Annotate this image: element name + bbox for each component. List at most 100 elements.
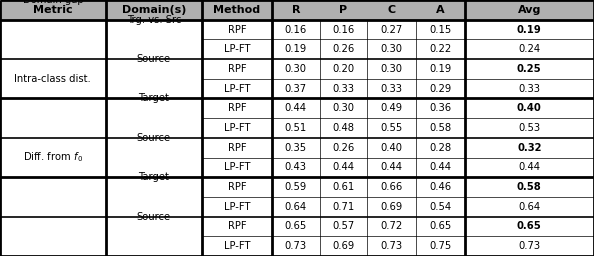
Text: 0.33: 0.33 bbox=[332, 84, 355, 94]
Text: C: C bbox=[387, 5, 396, 15]
Text: RPF: RPF bbox=[228, 221, 247, 231]
Text: 0.69: 0.69 bbox=[332, 241, 355, 251]
Bar bbox=[0, 39, 594, 59]
Text: 0.69: 0.69 bbox=[380, 202, 403, 212]
Bar bbox=[0, 157, 594, 177]
Bar bbox=[0, 177, 594, 197]
Text: 0.44: 0.44 bbox=[285, 103, 307, 113]
Text: 0.44: 0.44 bbox=[380, 162, 403, 172]
Text: 0.35: 0.35 bbox=[285, 143, 307, 153]
Text: 0.65: 0.65 bbox=[517, 221, 542, 231]
Text: 0.26: 0.26 bbox=[332, 143, 355, 153]
Text: 0.73: 0.73 bbox=[518, 241, 541, 251]
Text: 0.36: 0.36 bbox=[429, 103, 451, 113]
Text: RPF: RPF bbox=[228, 143, 247, 153]
Text: Diff. from $f_0$: Diff. from $f_0$ bbox=[23, 151, 83, 164]
Text: 0.33: 0.33 bbox=[518, 84, 541, 94]
Bar bbox=[0, 217, 594, 236]
Bar bbox=[0, 197, 594, 217]
Text: Metric: Metric bbox=[33, 5, 72, 15]
Text: 0.75: 0.75 bbox=[429, 241, 451, 251]
Text: 0.71: 0.71 bbox=[332, 202, 355, 212]
Text: 0.28: 0.28 bbox=[429, 143, 451, 153]
Text: 0.53: 0.53 bbox=[518, 123, 541, 133]
Text: 0.59: 0.59 bbox=[285, 182, 307, 192]
Bar bbox=[0, 236, 594, 256]
Text: LP-FT: LP-FT bbox=[224, 44, 250, 54]
Text: Target: Target bbox=[138, 172, 169, 182]
Text: LP-FT: LP-FT bbox=[224, 84, 250, 94]
Bar bbox=[0, 20, 594, 39]
Text: 0.48: 0.48 bbox=[332, 123, 355, 133]
Text: 0.29: 0.29 bbox=[429, 84, 451, 94]
Text: 0.16: 0.16 bbox=[332, 25, 355, 35]
Text: Source: Source bbox=[137, 212, 171, 222]
Text: LP-FT: LP-FT bbox=[224, 241, 250, 251]
Text: LP-FT: LP-FT bbox=[224, 202, 250, 212]
Text: 0.24: 0.24 bbox=[518, 44, 541, 54]
Bar bbox=[0, 0, 594, 20]
Text: 0.46: 0.46 bbox=[429, 182, 451, 192]
Text: 0.57: 0.57 bbox=[332, 221, 355, 231]
Text: RPF: RPF bbox=[228, 25, 247, 35]
Text: 0.16: 0.16 bbox=[285, 25, 307, 35]
Text: 0.30: 0.30 bbox=[380, 44, 403, 54]
Bar bbox=[0, 79, 594, 99]
Bar bbox=[0, 59, 594, 79]
Text: 0.19: 0.19 bbox=[285, 44, 307, 54]
Text: RPF: RPF bbox=[228, 103, 247, 113]
Text: LP-FT: LP-FT bbox=[224, 162, 250, 172]
Text: 0.19: 0.19 bbox=[517, 25, 542, 35]
Text: R: R bbox=[292, 5, 300, 15]
Text: 0.40: 0.40 bbox=[380, 143, 403, 153]
Text: Intra-class dist.: Intra-class dist. bbox=[14, 74, 91, 84]
Text: 0.54: 0.54 bbox=[429, 202, 451, 212]
Text: 0.40: 0.40 bbox=[517, 103, 542, 113]
Text: 0.73: 0.73 bbox=[285, 241, 307, 251]
Text: 0.49: 0.49 bbox=[380, 103, 403, 113]
Text: RPF: RPF bbox=[228, 182, 247, 192]
Text: Source: Source bbox=[137, 54, 171, 64]
Text: 0.19: 0.19 bbox=[429, 64, 451, 74]
Text: 0.55: 0.55 bbox=[380, 123, 403, 133]
Text: 0.64: 0.64 bbox=[518, 202, 541, 212]
Text: 0.15: 0.15 bbox=[429, 25, 451, 35]
Text: 0.65: 0.65 bbox=[429, 221, 451, 231]
Text: 0.20: 0.20 bbox=[332, 64, 355, 74]
Bar bbox=[0, 118, 594, 138]
Text: 0.58: 0.58 bbox=[517, 182, 542, 192]
Text: 0.65: 0.65 bbox=[285, 221, 307, 231]
Text: Method: Method bbox=[213, 5, 261, 15]
Text: 0.58: 0.58 bbox=[429, 123, 451, 133]
Text: Source: Source bbox=[137, 133, 171, 143]
Text: 0.30: 0.30 bbox=[332, 103, 355, 113]
Text: 0.37: 0.37 bbox=[285, 84, 307, 94]
Text: P: P bbox=[339, 5, 347, 15]
Text: 0.73: 0.73 bbox=[380, 241, 403, 251]
Text: 0.43: 0.43 bbox=[285, 162, 307, 172]
Text: 0.44: 0.44 bbox=[332, 162, 355, 172]
Text: 0.51: 0.51 bbox=[285, 123, 307, 133]
Text: 0.30: 0.30 bbox=[380, 64, 403, 74]
Text: RPF: RPF bbox=[228, 64, 247, 74]
Text: 0.44: 0.44 bbox=[518, 162, 541, 172]
Text: A: A bbox=[436, 5, 444, 15]
Text: Target: Target bbox=[138, 93, 169, 103]
Text: Avg: Avg bbox=[517, 5, 541, 15]
Text: 0.44: 0.44 bbox=[429, 162, 451, 172]
Text: 0.72: 0.72 bbox=[380, 221, 403, 231]
Bar bbox=[0, 138, 594, 157]
Text: 0.25: 0.25 bbox=[517, 64, 542, 74]
Text: 0.30: 0.30 bbox=[285, 64, 307, 74]
Text: LP-FT: LP-FT bbox=[224, 123, 250, 133]
Text: 0.32: 0.32 bbox=[517, 143, 542, 153]
Text: Domain(s): Domain(s) bbox=[122, 5, 186, 15]
Text: 0.61: 0.61 bbox=[332, 182, 355, 192]
Text: 0.66: 0.66 bbox=[380, 182, 403, 192]
Bar bbox=[0, 99, 594, 118]
Text: 0.64: 0.64 bbox=[285, 202, 307, 212]
Text: Domain gap: Domain gap bbox=[23, 0, 83, 5]
Text: 0.22: 0.22 bbox=[429, 44, 451, 54]
Text: 0.26: 0.26 bbox=[332, 44, 355, 54]
Text: 0.27: 0.27 bbox=[380, 25, 403, 35]
